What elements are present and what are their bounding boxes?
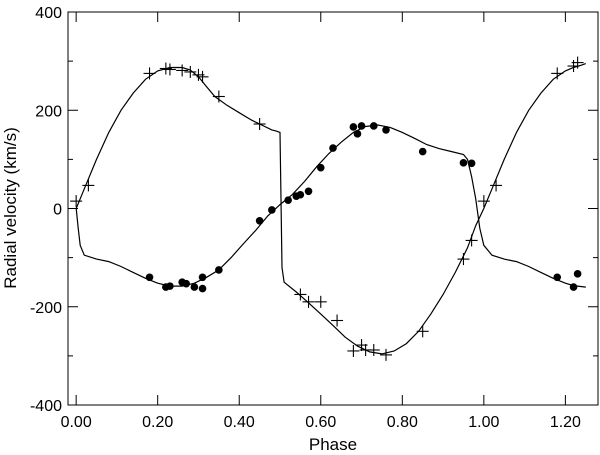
- dot-marker: [573, 270, 582, 278]
- x-tick-label: 1.00: [468, 414, 499, 431]
- plus-marker: [465, 234, 478, 247]
- plus-marker: [416, 325, 429, 338]
- x-tick-label: 0.40: [224, 414, 255, 431]
- plus-marker: [380, 348, 392, 361]
- dot-marker: [382, 126, 390, 134]
- plus-marker: [314, 295, 327, 308]
- dot-marker: [357, 122, 366, 130]
- x-tick-label: 0.80: [387, 414, 418, 431]
- plus-marker: [571, 56, 584, 69]
- dot-marker: [569, 283, 578, 291]
- dot-marker: [316, 163, 325, 172]
- plus-marker: [196, 70, 209, 83]
- dot-marker: [166, 282, 174, 290]
- axis-ticks: 0.00 0.20 0.40 0.60 0.80 1.00 1.20 400 200 0 -200 -…: [30, 5, 598, 431]
- x-tick-label: 0.20: [142, 414, 173, 431]
- plus-marker: [70, 195, 83, 208]
- plus-marker: [367, 343, 380, 356]
- y-tick-label: 400: [35, 5, 62, 22]
- plot-frame: [67, 11, 599, 406]
- y-tick-label: -200: [30, 300, 62, 317]
- plus-marker: [212, 90, 225, 103]
- dot-marker: [553, 273, 562, 282]
- model-curves: [75, 63, 587, 355]
- y-axis-label: Radial velocity (km/s): [1, 127, 20, 289]
- dot-marker: [145, 273, 154, 282]
- dot-marker: [467, 159, 476, 168]
- x-tick-label: 1.20: [550, 414, 581, 431]
- plus-marker: [477, 195, 490, 208]
- plus-marker: [490, 179, 503, 192]
- dot-marker: [215, 266, 223, 274]
- plus-marker: [176, 64, 189, 77]
- dot-marker: [329, 144, 337, 152]
- plus-marker: [294, 288, 307, 301]
- plus-marker: [347, 344, 360, 357]
- plus-marker: [302, 295, 315, 308]
- dot-marker: [349, 123, 358, 131]
- plus-marker: [457, 253, 470, 266]
- data-markers: [70, 56, 584, 361]
- axes: [67, 11, 599, 406]
- dot-marker: [255, 216, 264, 225]
- dot-marker: [353, 130, 362, 138]
- y-tick-label: 200: [35, 103, 62, 120]
- x-axis-label: Phase: [309, 435, 357, 454]
- model-curve-1: [75, 63, 587, 355]
- dot-marker: [284, 196, 292, 204]
- dot-marker: [418, 147, 427, 156]
- plus-marker: [163, 63, 176, 76]
- model-curve-2: [75, 124, 586, 288]
- dot-marker: [268, 206, 276, 214]
- dot-marker: [190, 283, 199, 291]
- plus-marker: [82, 179, 95, 192]
- plus-marker: [331, 314, 344, 327]
- x-tick-label: 0.00: [61, 414, 92, 431]
- y-tick-label: 0: [53, 202, 62, 219]
- dot-marker: [296, 190, 305, 199]
- plus-marker: [253, 118, 266, 131]
- x-tick-label: 0.60: [305, 414, 336, 431]
- y-tick-label: -400: [30, 398, 62, 415]
- dot-marker: [304, 187, 313, 196]
- dot-marker: [198, 284, 207, 293]
- dot-marker: [198, 273, 207, 282]
- plus-marker: [184, 65, 197, 78]
- plus-marker: [143, 67, 156, 80]
- dot-marker: [369, 122, 378, 130]
- dot-marker: [182, 279, 191, 288]
- plus-marker: [551, 67, 564, 80]
- dot-marker: [459, 159, 468, 167]
